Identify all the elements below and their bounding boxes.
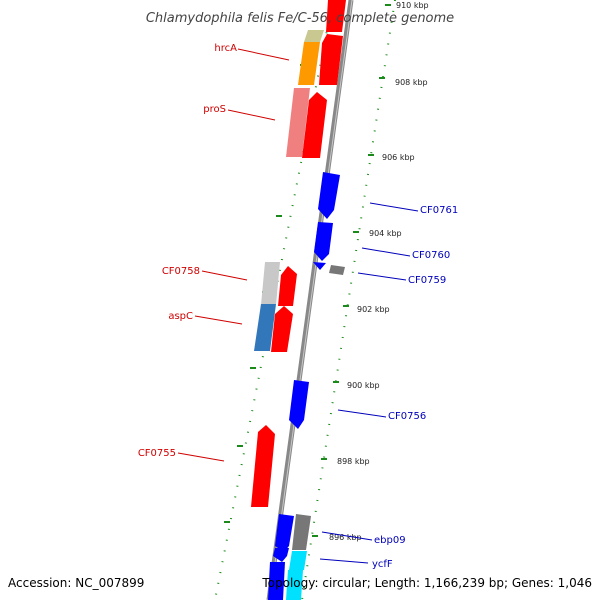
scale-tick-labels: 910 kbp 908 kbp 906 kbp 904 kbp 902 kbp … xyxy=(329,1,429,542)
tick-label: 906 kbp xyxy=(382,153,415,162)
gene-label-proS: proS xyxy=(203,104,226,115)
tick-label: 898 kbp xyxy=(337,457,370,466)
tick-label: 904 kbp xyxy=(369,229,402,238)
genome-backbone xyxy=(266,0,354,600)
gene-CF0759 xyxy=(329,265,345,275)
tick-label: 910 kbp xyxy=(396,1,429,10)
gene-label-CF0759: CF0759 xyxy=(408,275,446,286)
gene-proS xyxy=(286,88,310,157)
gene-CF0755 xyxy=(251,425,275,507)
gene-arrow xyxy=(313,262,326,270)
gene-label-hrcA: hrcA xyxy=(214,43,237,54)
gene-aspC xyxy=(254,304,276,351)
gene-arrow-top xyxy=(326,0,346,32)
gene-label-aspC: aspC xyxy=(168,311,193,322)
gene-labels: hrcA proS CF0758 aspC CF0755 CF0761 CF07… xyxy=(138,43,458,570)
gene-label-ebp09: ebp09 xyxy=(374,535,406,546)
forward-genes xyxy=(251,0,346,507)
gene-arrow xyxy=(271,306,293,352)
gene-arrow xyxy=(302,92,327,158)
accession-text: Accession: NC_007899 xyxy=(8,576,144,590)
tick-label: 900 kbp xyxy=(347,381,380,390)
gene-CF0758 xyxy=(261,262,280,305)
gene-arrow xyxy=(286,570,303,600)
label-connectors xyxy=(177,48,419,564)
gene-label-CF0755: CF0755 xyxy=(138,448,176,459)
tick-label: 896 kbp xyxy=(329,533,362,542)
gene-label-CF0758: CF0758 xyxy=(162,266,200,277)
reverse-genes xyxy=(268,172,345,600)
gene-arrow xyxy=(268,562,285,600)
gene-CF0761 xyxy=(318,172,340,219)
tick-label: 908 kbp xyxy=(395,78,428,87)
gene-arrow xyxy=(273,548,289,562)
gene-label-CF0760: CF0760 xyxy=(412,250,450,261)
gene-arrow xyxy=(319,34,343,85)
gene-ebp09 xyxy=(275,514,294,552)
gene-CF0760 xyxy=(314,222,333,261)
gene-hrcA xyxy=(298,42,320,85)
genome-stats-text: Topology: circular; Length: 1,166,239 bp… xyxy=(261,576,592,590)
gene-arrow-olive xyxy=(304,30,324,42)
gene-label-CF0756: CF0756 xyxy=(388,411,426,422)
tick-label: 902 kbp xyxy=(357,305,390,314)
gene-CF0756 xyxy=(289,380,309,429)
gene-label-ycfF: ycfF xyxy=(372,559,393,570)
gene-label-CF0761: CF0761 xyxy=(420,205,458,216)
gene-ycfF xyxy=(289,551,307,570)
map-title: Chlamydophila felis Fe/C-56, complete ge… xyxy=(146,11,454,26)
gene-arrow xyxy=(278,266,297,306)
gene-arrow xyxy=(292,514,311,550)
